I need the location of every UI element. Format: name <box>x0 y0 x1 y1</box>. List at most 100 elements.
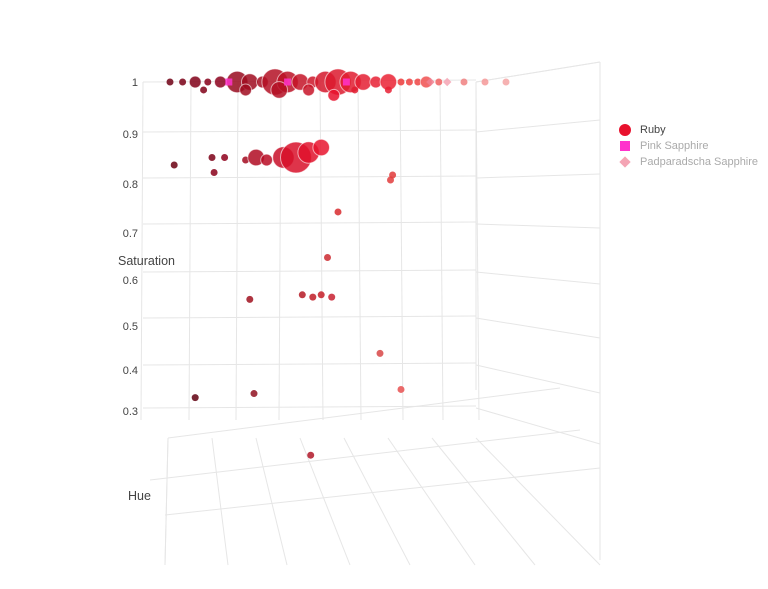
saturation-tick-label: 0.8 <box>123 179 138 191</box>
grid-line <box>475 437 601 566</box>
ruby-point[interactable] <box>239 83 253 97</box>
x-axis-title: Hue <box>128 489 151 503</box>
grid-line <box>475 223 601 229</box>
padparadscha-sapphire-point[interactable] <box>460 78 468 86</box>
ruby-point[interactable] <box>298 291 306 299</box>
ruby-point[interactable] <box>397 78 405 86</box>
grid-line <box>255 437 288 566</box>
grid-line <box>164 437 169 566</box>
data-points[interactable] <box>166 68 510 459</box>
y-axis-title: Saturation <box>118 254 175 268</box>
legend-item-ruby[interactable]: Ruby <box>618 122 758 138</box>
ruby-point[interactable] <box>270 81 289 99</box>
grid-line <box>142 405 477 409</box>
padparadscha-sapphire-point[interactable] <box>481 78 489 86</box>
grid-line <box>475 173 601 179</box>
grid-line <box>164 467 601 516</box>
grid-line <box>475 364 601 394</box>
grid-line <box>142 362 477 366</box>
ruby-point[interactable] <box>435 78 443 86</box>
pink-sapphire-point[interactable] <box>342 78 350 86</box>
ruby-point[interactable] <box>376 349 384 357</box>
saturation-ticks: 1 0.9 0.8 0.7 0.6 0.5 0.4 0.3 <box>123 77 138 418</box>
ruby-point[interactable] <box>405 78 413 86</box>
legend-item-pink-sapphire[interactable]: Pink Sapphire <box>618 138 758 154</box>
ruby-point[interactable] <box>260 153 274 167</box>
grid-line <box>142 129 477 133</box>
ruby-point[interactable] <box>191 394 199 402</box>
ruby-point[interactable] <box>317 291 325 299</box>
grid-line <box>357 81 362 421</box>
grid-line <box>142 315 477 319</box>
ruby-point[interactable] <box>221 154 229 161</box>
grid-line <box>142 221 477 225</box>
grid-line <box>299 437 351 566</box>
ruby-point[interactable] <box>384 86 392 94</box>
legend: Ruby Pink Sapphire Padparadscha Sapphire <box>618 122 758 170</box>
grid-line <box>142 269 477 273</box>
ruby-point[interactable] <box>414 78 422 86</box>
ruby-point[interactable] <box>188 75 202 89</box>
grid-line <box>188 81 192 421</box>
ruby-point[interactable] <box>250 390 258 398</box>
ruby-point[interactable] <box>387 176 394 184</box>
pink-square-icon <box>618 139 632 153</box>
ruby-point[interactable] <box>200 86 208 94</box>
saturation-tick-label: 0.6 <box>123 275 138 287</box>
ruby-point[interactable] <box>307 451 315 459</box>
ruby-point[interactable] <box>327 88 341 102</box>
ruby-point[interactable] <box>309 293 317 301</box>
grid-lines <box>140 61 601 566</box>
ruby-point[interactable] <box>208 154 216 161</box>
padparadscha-sapphire-point[interactable] <box>442 77 452 87</box>
legend-label-padparadscha: Padparadscha Sapphire <box>640 156 759 168</box>
grid-line <box>211 437 229 566</box>
grid-line <box>343 437 411 566</box>
ruby-point[interactable] <box>328 293 336 301</box>
grid-line <box>278 81 282 421</box>
ruby-circle-icon <box>618 123 632 137</box>
saturation-tick-label: 0.4 <box>123 365 138 377</box>
grid-line <box>475 407 601 445</box>
ruby-point[interactable] <box>302 83 316 97</box>
ruby-point[interactable] <box>246 295 254 303</box>
grid-line <box>475 317 601 339</box>
grid-line <box>319 81 324 421</box>
grid-line <box>431 437 536 566</box>
ruby-point[interactable] <box>179 78 187 86</box>
grid-line <box>140 81 144 421</box>
ruby-point[interactable] <box>334 208 342 216</box>
ruby-point[interactable] <box>210 169 218 176</box>
saturation-tick-label: 0.9 <box>123 129 138 141</box>
padparadscha-sapphire-point[interactable] <box>426 77 435 87</box>
padparadscha-diamond-icon <box>618 155 632 169</box>
ruby-point[interactable] <box>170 161 178 169</box>
ruby-point[interactable] <box>166 78 174 86</box>
grid-line <box>235 81 239 421</box>
ruby-point[interactable] <box>204 78 212 86</box>
grid-line <box>439 81 444 421</box>
grid-line <box>167 387 561 439</box>
grid-line <box>475 119 601 133</box>
legend-item-padparadscha[interactable]: Padparadscha Sapphire <box>618 154 758 170</box>
legend-label-pink-sapphire: Pink Sapphire <box>640 140 709 152</box>
grid-line <box>142 175 477 179</box>
ruby-point[interactable] <box>351 86 359 94</box>
grid-line <box>387 437 476 566</box>
saturation-tick-label: 1 <box>132 77 138 89</box>
pink-sapphire-point[interactable] <box>284 78 292 86</box>
saturation-tick-label: 0.3 <box>123 406 138 418</box>
grid-line <box>475 61 601 83</box>
padparadscha-sapphire-point[interactable] <box>502 78 510 86</box>
legend-label-ruby: Ruby <box>640 124 666 136</box>
pink-sapphire-point[interactable] <box>225 78 233 86</box>
saturation-tick-label: 0.5 <box>123 321 138 333</box>
grid-line <box>475 271 601 285</box>
ruby-point[interactable] <box>312 138 331 157</box>
ruby-point[interactable] <box>397 385 405 393</box>
ruby-point[interactable] <box>214 75 227 89</box>
saturation-tick-label: 0.7 <box>123 228 138 240</box>
grid-line <box>149 429 581 481</box>
ruby-point[interactable] <box>324 254 331 261</box>
